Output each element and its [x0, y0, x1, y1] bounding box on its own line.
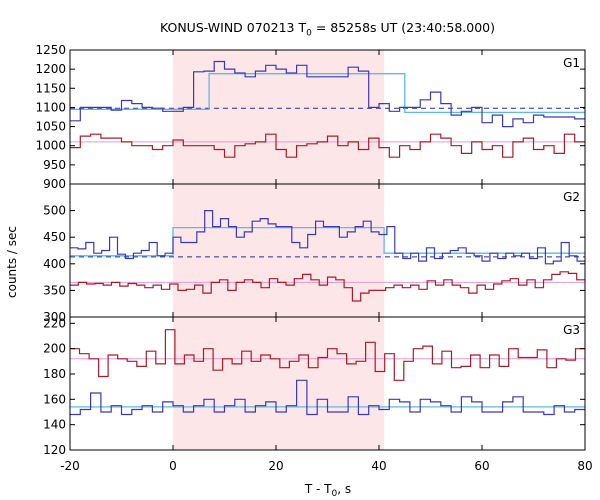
series-g3-1: [70, 329, 585, 381]
y-tick-label: 220: [43, 316, 66, 330]
x-tick-label: 40: [371, 459, 386, 473]
y-tick-label: 950: [43, 158, 66, 172]
y-tick-label: 500: [43, 204, 66, 218]
panel-g1: 900 950 1000 1050 1100 1150 1200 1250 G1: [35, 43, 586, 191]
y-tick-label: 350: [43, 283, 66, 297]
event-interval-highlight: [173, 50, 385, 450]
y-tick-label: 1100: [35, 100, 66, 114]
panel-frame: [69, 316, 586, 451]
x-tick-label: 60: [474, 459, 489, 473]
series-g1-1: [70, 60, 585, 128]
y-tick-label: 200: [43, 342, 66, 356]
x-tick-label: 0: [169, 459, 177, 473]
y-tick-label: 120: [43, 443, 66, 457]
y-tick-label: 1050: [35, 120, 66, 134]
x-axis-label: T - T0, s: [304, 482, 351, 499]
x-tick-label: 80: [577, 459, 592, 473]
panel-label: G1: [563, 56, 580, 70]
series-g2-1: [70, 210, 585, 265]
y-tick-label: 300: [43, 310, 66, 324]
y-axis-label: counts / sec: [5, 226, 19, 298]
panel-g3: 120 140 160 180 200 220 G3: [43, 316, 586, 457]
y-tick-label: 450: [43, 230, 66, 244]
y-tick-label: 900: [43, 177, 66, 191]
x-axis: -20 0 20 40 60 80: [60, 459, 592, 473]
y-tick-label: 1000: [35, 139, 66, 153]
y-tick-label: 1200: [35, 62, 66, 76]
x-tick-label: -20: [60, 459, 80, 473]
panel-label: G2: [563, 190, 580, 204]
series-g1-2: [70, 133, 585, 158]
y-tick-label: 180: [43, 367, 66, 381]
y-tick-label: 160: [43, 392, 66, 406]
chart-panels: 900 950 1000 1050 1100 1150 1200 1250 G1 300 350 40…: [35, 43, 586, 457]
series-g2-2: [70, 271, 585, 302]
y-tick-label: 400: [43, 257, 66, 271]
y-tick-label: 140: [43, 418, 66, 432]
panel-label: G3: [563, 323, 580, 337]
highlight-rect: [173, 50, 385, 450]
chart-title: KONUS-WIND 070213 T0 = 85258s UT (23:40:…: [159, 20, 495, 39]
y-tick-label: 1250: [35, 43, 66, 57]
y-tick-label: 1150: [35, 81, 66, 95]
x-tick-label: 20: [268, 459, 283, 473]
panel-g2: 300 350 400 450 500 G2: [43, 183, 586, 324]
series-g3-2: [70, 379, 585, 416]
